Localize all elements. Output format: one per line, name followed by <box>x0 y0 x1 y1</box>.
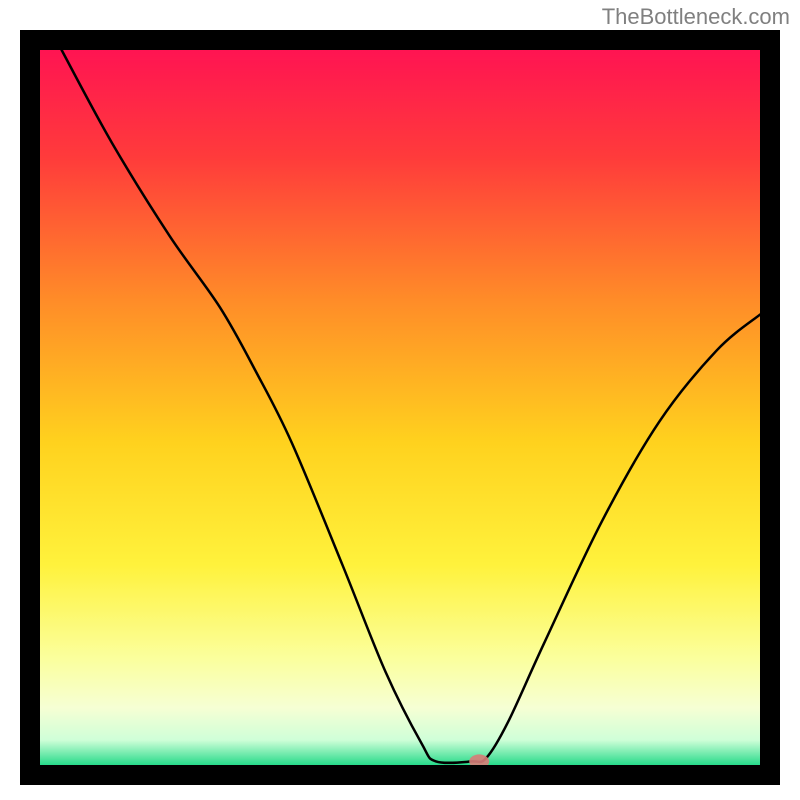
chart-container: TheBottleneck.com <box>0 0 800 800</box>
gradient-background <box>40 50 760 765</box>
watermark-text: TheBottleneck.com <box>602 4 790 30</box>
bottleneck-chart <box>0 0 800 800</box>
